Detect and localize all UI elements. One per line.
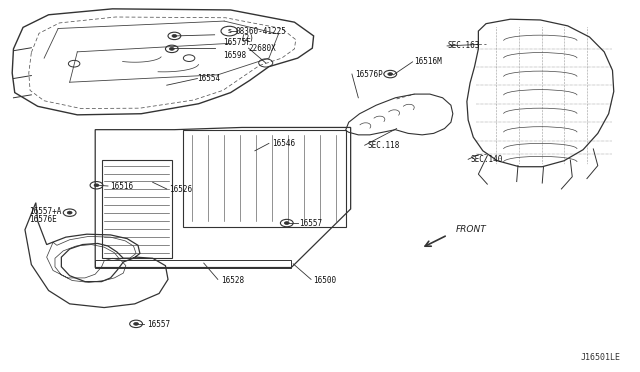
Text: 16575F: 16575F [223, 38, 251, 47]
Circle shape [94, 184, 99, 187]
Circle shape [388, 73, 393, 76]
Text: 16576E: 16576E [29, 215, 57, 224]
Circle shape [170, 48, 174, 50]
Text: 16557+A: 16557+A [29, 207, 62, 216]
Text: 16546: 16546 [272, 139, 295, 148]
Circle shape [67, 211, 72, 214]
Circle shape [284, 222, 289, 224]
Text: 22680X: 22680X [248, 44, 276, 52]
Text: 08360-41225: 08360-41225 [236, 26, 287, 36]
Text: 16576P: 16576P [355, 70, 383, 78]
Text: 16554: 16554 [197, 74, 221, 83]
Text: 16557: 16557 [300, 219, 323, 228]
Text: 16500: 16500 [314, 276, 337, 285]
Text: 16526: 16526 [170, 185, 193, 194]
Text: S: S [227, 29, 231, 33]
Text: (2): (2) [240, 34, 254, 43]
Text: SEC.140: SEC.140 [470, 155, 502, 164]
Text: 16516M: 16516M [415, 57, 442, 66]
Circle shape [172, 35, 177, 37]
Text: J16501LE: J16501LE [580, 353, 620, 362]
Circle shape [134, 323, 138, 325]
Text: 16516: 16516 [111, 182, 134, 190]
Text: FRONT: FRONT [456, 225, 486, 234]
Text: 16528: 16528 [221, 276, 244, 285]
Text: 16598: 16598 [223, 51, 246, 60]
Text: SEC.163: SEC.163 [448, 41, 480, 51]
Text: 16557: 16557 [148, 321, 171, 330]
Text: SEC.118: SEC.118 [368, 141, 400, 150]
